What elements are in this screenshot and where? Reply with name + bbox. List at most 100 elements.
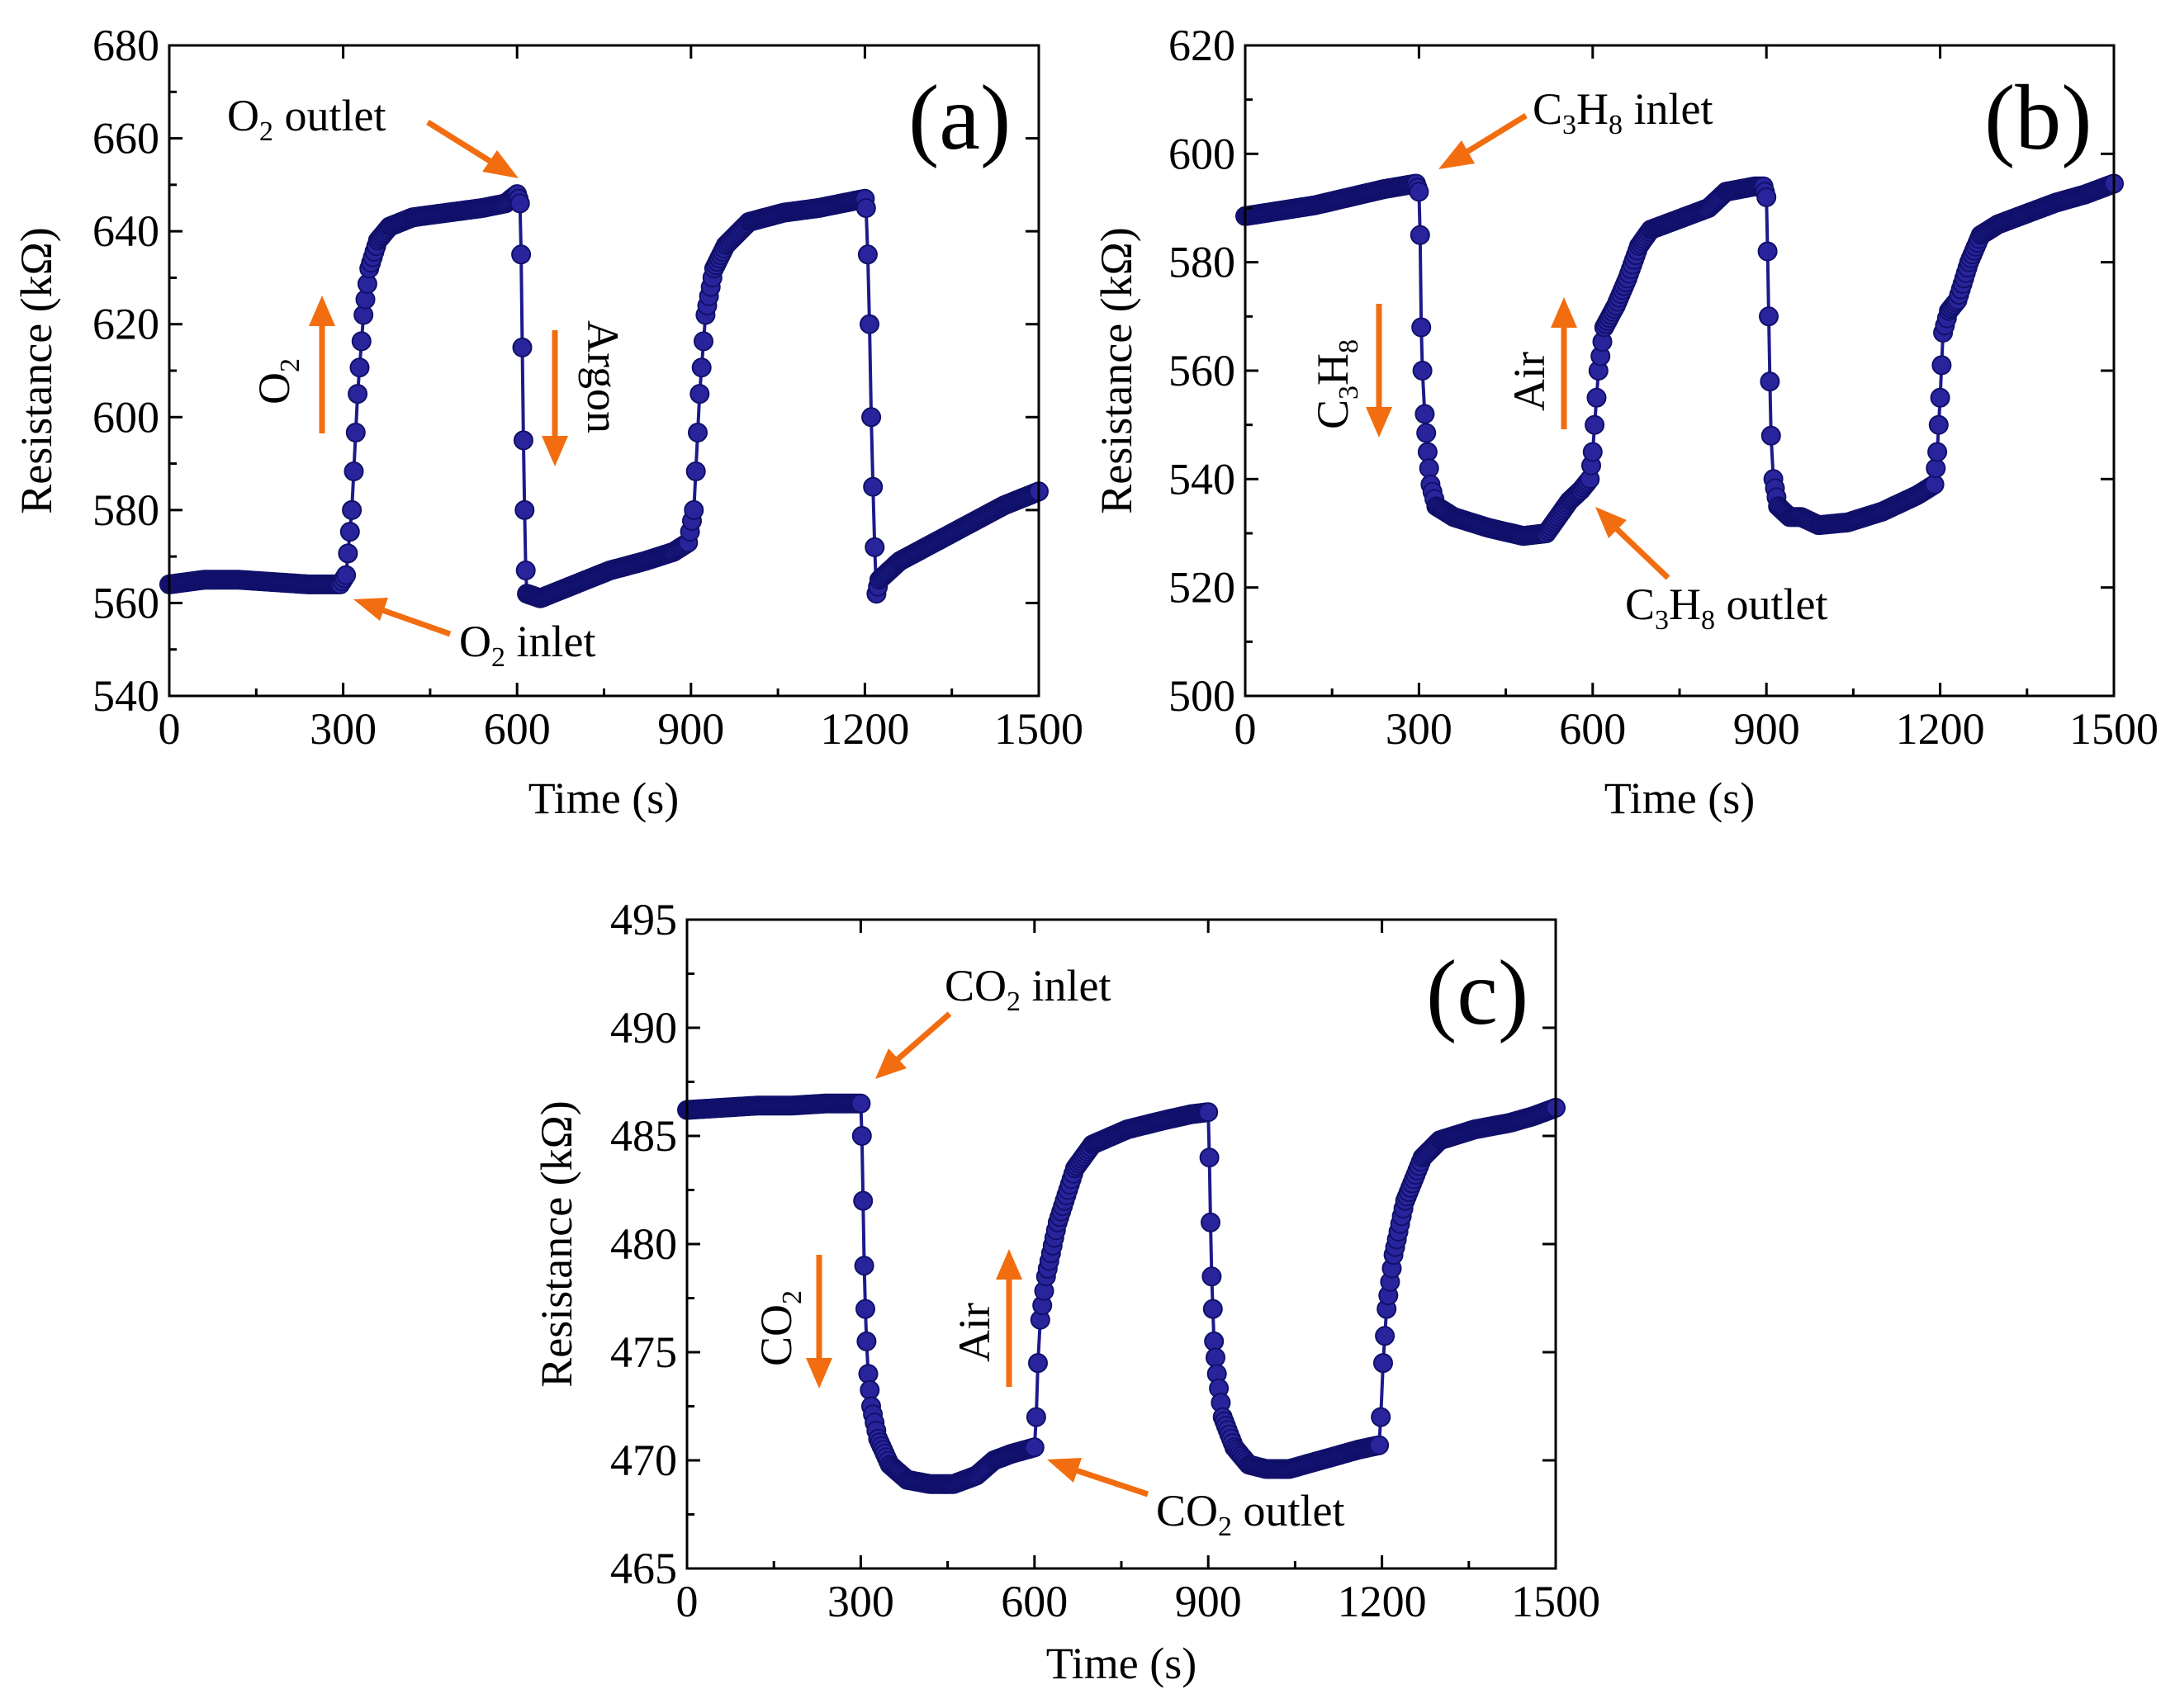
panel-c-data-point (1204, 1331, 1225, 1351)
panel-b-y-axis-label: Resistance (kΩ) (1092, 227, 1141, 514)
panel-b-y-tick-label: 500 (1168, 671, 1235, 721)
panel-c-x-tick-label: 900 (1175, 1577, 1242, 1626)
panel-b-data-point (1928, 414, 1949, 435)
panel-c-co2-inlet-arrow (893, 1011, 952, 1063)
panel-a-data-point (855, 198, 876, 218)
panel-b-c3h8-direction-label: C3H8 (1308, 339, 1364, 429)
panel-b-x-tick-label: 300 (1386, 704, 1452, 754)
panel-b-series (1235, 173, 2124, 546)
panel-a-data-point (515, 561, 536, 580)
panel-a-data-point (344, 461, 364, 481)
panel-c-y-tick-label: 480 (610, 1219, 677, 1269)
panel-c-y-tick-label: 465 (610, 1544, 677, 1593)
panel-c-y-tick-label: 470 (610, 1436, 677, 1485)
panel-b-label: (b) (1984, 67, 2092, 169)
panel-a-x-tick-label: 300 (310, 704, 377, 754)
panel-b-data-point (1412, 361, 1433, 381)
panel-a-data-point (513, 430, 533, 451)
panel-b-y-tick-label: 600 (1168, 129, 1235, 178)
panel-a-data-point (689, 384, 710, 405)
panel-c-data-point (860, 1379, 880, 1400)
panel-a-y-tick-label: 600 (92, 392, 159, 442)
panel-b-y-tick-label: 560 (1168, 346, 1235, 395)
panel-a-y-axis-label: Resistance (kΩ) (12, 227, 61, 514)
panel-c-data-point (1373, 1353, 1393, 1374)
panel-a-argon-down-arrowhead (542, 436, 568, 466)
panel-a-series (159, 184, 1049, 608)
panel-a-x-tick-label: 0 (159, 704, 181, 754)
panel-c-data-point (1201, 1266, 1222, 1287)
panel-a-data-point (349, 357, 370, 378)
panel-a-y-tick-label: 660 (92, 114, 159, 163)
panel-b-data-point (1586, 387, 1607, 408)
panel-b-data-point (1416, 423, 1437, 443)
panel-c-y-tick-label: 475 (610, 1327, 677, 1377)
panel-c-data-point (1206, 1347, 1225, 1368)
panel-b-data-point (1931, 355, 1952, 376)
panel-a-data-point (348, 384, 368, 405)
panel-c-x-tick-label: 0 (676, 1577, 699, 1626)
panel-b-data-point (1927, 442, 1948, 462)
panel-a-data-point (339, 522, 360, 542)
panel-a-data-point (336, 565, 357, 585)
panel-c-data-point (1024, 1437, 1045, 1458)
panel-a-x-tick-label: 900 (657, 704, 724, 754)
panel-a-x-tick-label: 600 (484, 704, 551, 754)
panel-c-y-tick-label: 490 (610, 1003, 677, 1053)
panel-b-ticks: 0 300 600 900 1200 1500 500 520 540 560 580 600 620 (1168, 21, 2158, 754)
panel-a: 0 300 600 900 1200 1500 540 560 580 600 620 640 660 6… (12, 21, 1083, 823)
panel-b-c3h8-inlet-arrow (1460, 113, 1528, 158)
panel-c-y-tick-label: 495 (610, 895, 677, 944)
panel-c-data-point (1201, 1212, 1220, 1233)
panel-c-data-point (1369, 1435, 1390, 1455)
panel-b-data-point (1585, 414, 1605, 435)
panel-b-x-tick-label: 1200 (1896, 704, 1985, 754)
panel-a-data-point (512, 337, 533, 357)
panel-b-x-axis-label: Time (s) (1604, 774, 1756, 823)
panel-b-data-point (1757, 241, 1778, 262)
panel-b-y-tick-label: 520 (1168, 563, 1235, 613)
panel-a-data-point (691, 357, 712, 378)
panel-b-x-tick-label: 600 (1559, 704, 1626, 754)
panel-b-air-label: Air (1504, 352, 1554, 411)
panel-c-x-tick-label: 1500 (1511, 1577, 1600, 1626)
panel-c: 0 300 600 900 1200 1500465470475480485490495 … (532, 895, 1600, 1688)
panel-b-c3h8-outlet-label: C3H8 outlet (1625, 580, 1828, 636)
panel-b-x-tick-label: 1500 (2069, 704, 2158, 754)
panel-b-x-tick-label: 0 (1234, 704, 1257, 754)
panel-a-data-point (860, 314, 879, 334)
panel-c-label: (c) (1426, 942, 1528, 1044)
panel-c-co2-direction-label: CO2 (751, 1290, 808, 1366)
panel-b-data-point (1410, 225, 1430, 245)
panel-c-data-point (851, 1093, 871, 1114)
panel-a-data-point (861, 407, 882, 428)
panel-a-y-tick-label: 580 (92, 485, 159, 535)
panel-b-data-point (1759, 306, 1779, 327)
panel-a-x-tick-label: 1500 (994, 704, 1083, 754)
panel-a-data-point (514, 499, 535, 520)
panel-c-x-tick-label: 1200 (1338, 1577, 1427, 1626)
panel-a-x-axis-label: Time (s) (528, 774, 680, 823)
panel-b-data-point (1930, 387, 1950, 408)
panel-a-o2-inlet-label: O2 inlet (459, 617, 595, 673)
panel-c-ticks: 0 300 600 900 1200 1500 465 470 475 480 485 490 495 (610, 895, 1600, 1626)
panel-a-data-point (684, 499, 704, 520)
panel-b-data-point (1409, 182, 1429, 202)
panel-a-data-point (351, 331, 372, 352)
panel-a-y-tick-label: 640 (92, 206, 159, 256)
panel-b-data-point (1924, 474, 1945, 494)
panel-b-air-up-arrowhead (1551, 297, 1577, 328)
panel-c-co2-down-arrowhead (806, 1358, 832, 1389)
panel-b-data-point (1756, 187, 1777, 207)
panel-c-co2-outlet-label: CO2 outlet (1156, 1486, 1345, 1542)
panel-a-o2-outlet-arrowhead (482, 150, 519, 178)
panel-c-data-point (854, 1256, 874, 1276)
panel-b-data-point (1417, 442, 1438, 462)
panel-b-data-point (1926, 458, 1946, 479)
panel-c-air-up-arrowhead (996, 1249, 1022, 1280)
panel-c-co2-outlet-arrow (1072, 1466, 1149, 1497)
panel-a-o2-up-arrowhead (309, 296, 335, 326)
panel-a-data-point (345, 423, 366, 442)
panel-c-series (677, 1093, 1566, 1494)
panel-b-y-tick-label: 580 (1168, 238, 1235, 287)
